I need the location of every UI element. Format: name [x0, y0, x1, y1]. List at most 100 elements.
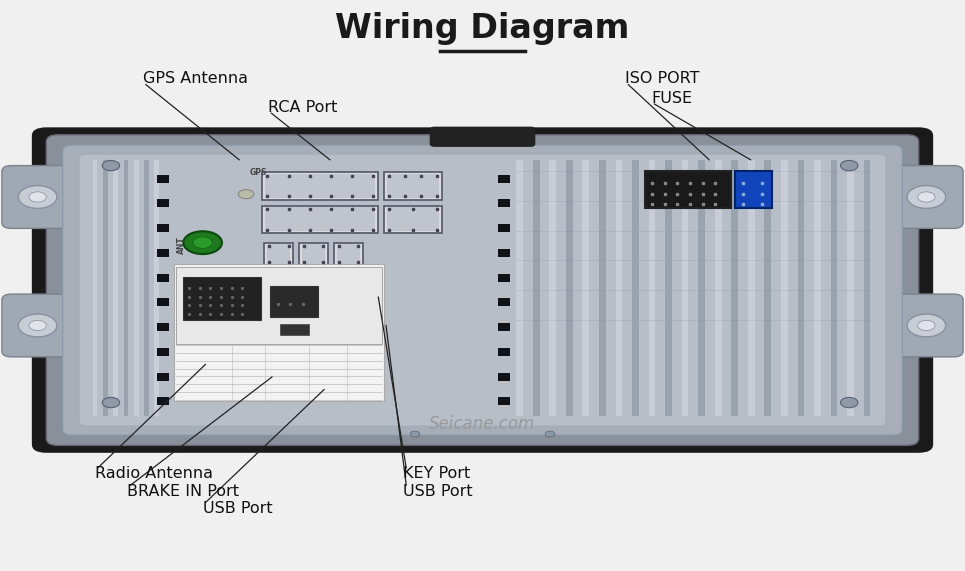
Text: Wiring Diagram: Wiring Diagram: [335, 12, 630, 45]
FancyBboxPatch shape: [32, 127, 933, 453]
Bar: [157, 199, 169, 207]
Circle shape: [841, 397, 858, 408]
Bar: [280, 324, 309, 335]
Text: FUSE: FUSE: [651, 91, 693, 106]
Bar: [864, 160, 870, 416]
FancyBboxPatch shape: [63, 145, 902, 435]
Bar: [157, 323, 169, 331]
Bar: [265, 207, 375, 231]
Bar: [814, 160, 821, 416]
Bar: [103, 160, 108, 416]
Bar: [157, 274, 169, 282]
Bar: [157, 175, 169, 183]
Bar: [735, 171, 772, 208]
Bar: [157, 397, 169, 405]
Text: GPS: GPS: [250, 168, 267, 177]
Bar: [781, 160, 787, 416]
Bar: [764, 160, 771, 416]
Bar: [157, 249, 169, 257]
Circle shape: [918, 192, 935, 202]
Bar: [157, 224, 169, 232]
FancyBboxPatch shape: [2, 294, 74, 357]
Bar: [831, 160, 838, 416]
Circle shape: [545, 431, 555, 437]
Circle shape: [907, 314, 946, 337]
Bar: [157, 373, 169, 381]
Bar: [113, 160, 118, 416]
Bar: [731, 160, 738, 416]
FancyBboxPatch shape: [891, 166, 963, 228]
Bar: [262, 206, 378, 233]
Bar: [384, 172, 442, 200]
Bar: [262, 172, 378, 200]
Bar: [498, 323, 510, 331]
Bar: [264, 243, 293, 266]
Bar: [299, 243, 328, 266]
Bar: [665, 160, 672, 416]
Bar: [498, 397, 510, 405]
Circle shape: [410, 431, 420, 437]
Bar: [498, 373, 510, 381]
Circle shape: [193, 237, 212, 248]
Bar: [498, 274, 510, 282]
Circle shape: [918, 320, 935, 331]
Bar: [847, 160, 854, 416]
Circle shape: [18, 314, 57, 337]
Bar: [681, 160, 688, 416]
Bar: [516, 160, 523, 416]
Bar: [632, 160, 639, 416]
Bar: [645, 171, 731, 208]
Bar: [265, 174, 375, 198]
FancyBboxPatch shape: [430, 127, 535, 146]
Text: ISO PORT: ISO PORT: [625, 71, 700, 86]
Bar: [498, 299, 510, 307]
Text: GPS Antenna: GPS Antenna: [143, 71, 248, 86]
Circle shape: [841, 160, 858, 171]
Bar: [533, 160, 539, 416]
Bar: [715, 160, 722, 416]
Bar: [565, 160, 572, 416]
Bar: [302, 244, 325, 264]
Bar: [157, 348, 169, 356]
Bar: [134, 160, 139, 416]
Bar: [387, 207, 439, 231]
Bar: [183, 277, 261, 320]
Bar: [498, 348, 510, 356]
Bar: [157, 299, 169, 307]
Bar: [699, 160, 705, 416]
Bar: [337, 244, 360, 264]
Bar: [124, 160, 128, 416]
Bar: [498, 249, 510, 257]
Text: ANT: ANT: [177, 236, 186, 255]
Circle shape: [238, 190, 254, 199]
Text: Seicane.com: Seicane.com: [429, 415, 536, 433]
FancyBboxPatch shape: [46, 135, 919, 445]
Circle shape: [102, 160, 120, 171]
FancyBboxPatch shape: [891, 294, 963, 357]
Circle shape: [29, 320, 46, 331]
Circle shape: [18, 186, 57, 208]
Circle shape: [907, 186, 946, 208]
Bar: [599, 160, 606, 416]
Bar: [498, 199, 510, 207]
Text: BRAKE IN Port: BRAKE IN Port: [127, 484, 239, 498]
Text: KEY Port: KEY Port: [403, 467, 471, 481]
Bar: [176, 267, 382, 344]
Bar: [549, 160, 556, 416]
Bar: [498, 224, 510, 232]
Text: USB Port: USB Port: [403, 484, 473, 498]
Circle shape: [102, 397, 120, 408]
Bar: [384, 206, 442, 233]
Bar: [583, 160, 590, 416]
Circle shape: [183, 231, 222, 254]
Text: RCA Port: RCA Port: [268, 100, 338, 115]
Text: USB Port: USB Port: [203, 501, 272, 516]
Bar: [174, 264, 384, 401]
Bar: [387, 174, 439, 198]
Bar: [334, 243, 363, 266]
Text: Radio Antenna: Radio Antenna: [95, 467, 212, 481]
Bar: [144, 160, 149, 416]
Bar: [616, 160, 622, 416]
Bar: [797, 160, 804, 416]
Circle shape: [29, 192, 46, 202]
